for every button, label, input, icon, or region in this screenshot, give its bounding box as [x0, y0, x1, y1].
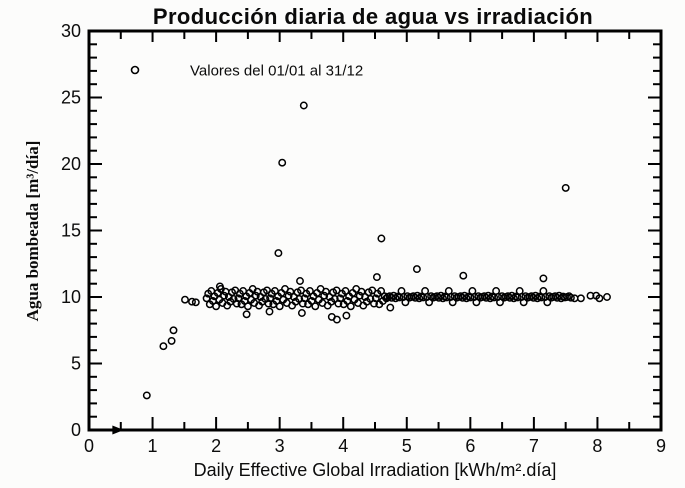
y-tick-label: 10 — [61, 287, 81, 307]
data-point — [191, 298, 200, 307]
data-point — [603, 293, 611, 301]
y-tick-label: 30 — [61, 21, 81, 41]
data-point — [566, 293, 575, 302]
x-tick-label: 5 — [402, 436, 412, 456]
data-point — [167, 336, 176, 345]
data-point — [438, 294, 447, 303]
data-point — [539, 274, 548, 283]
data-point — [251, 291, 260, 300]
data-point — [323, 301, 332, 310]
data-point — [296, 277, 304, 285]
data-point — [142, 391, 151, 400]
data-point — [321, 287, 330, 296]
data-point — [234, 294, 243, 303]
data-point — [265, 307, 274, 316]
data-point — [300, 294, 309, 303]
data-point — [332, 286, 341, 295]
data-point — [412, 265, 421, 274]
data-point — [243, 302, 252, 311]
data-point — [459, 271, 468, 280]
legend-open-circle-icon — [130, 65, 140, 75]
x-tick-label: 3 — [275, 436, 285, 456]
data-point — [595, 294, 604, 303]
x-axis-label: Daily Effective Global Irradiation [kWh/… — [194, 460, 557, 480]
data-point — [305, 287, 314, 295]
data-points — [142, 101, 611, 400]
x-tick-label: 1 — [148, 436, 158, 456]
x-tick-label: 8 — [592, 436, 602, 456]
x-tick-label: 7 — [529, 436, 539, 456]
chart-title: Producción diaria de agua vs irradiación — [153, 4, 593, 29]
data-point — [561, 183, 570, 192]
data-point — [307, 297, 316, 305]
data-point — [336, 294, 345, 303]
data-point — [274, 249, 283, 258]
data-point — [278, 158, 287, 167]
data-point — [386, 303, 395, 312]
data-point — [371, 294, 380, 303]
data-point — [462, 294, 471, 303]
data-point — [181, 295, 189, 304]
x-tick-label: 2 — [211, 436, 221, 456]
data-point — [297, 309, 306, 317]
data-point — [355, 291, 364, 300]
y-tick-label: 0 — [71, 420, 81, 440]
y-tick-label: 25 — [61, 88, 81, 108]
data-point — [576, 294, 585, 303]
x-tick-label: 6 — [465, 436, 475, 456]
data-point — [299, 101, 308, 110]
data-point — [284, 291, 293, 300]
data-point — [220, 291, 229, 300]
y-axis-label: Agua bombeada [m³/día] — [23, 141, 42, 322]
data-point — [343, 297, 352, 305]
data-point — [297, 286, 305, 295]
x-tick-label: 4 — [338, 436, 348, 456]
x-tick-label: 0 — [84, 436, 94, 456]
axis-tick-labels: 0 1 2 3 4 5 6 7 8 9 0 5 10 15 20 25 30 — [61, 21, 666, 456]
y-tick-label: 15 — [61, 221, 81, 241]
axis-ticks — [88, 30, 662, 431]
data-point — [320, 291, 329, 300]
plot-frame — [87, 29, 663, 432]
data-point — [346, 302, 355, 311]
data-point — [342, 311, 351, 320]
data-point — [377, 287, 386, 295]
data-point — [311, 302, 320, 311]
legend: Valores del 01/01 al 31/12 — [130, 63, 363, 80]
data-point — [509, 294, 518, 303]
axis-arrow-marker — [112, 425, 124, 435]
data-point — [415, 294, 424, 303]
data-point — [202, 294, 211, 303]
data-point — [372, 273, 381, 282]
legend-label: Valores del 01/01 al 31/12 — [190, 63, 363, 80]
data-point — [242, 310, 251, 319]
data-point — [159, 342, 168, 351]
data-point — [533, 294, 542, 303]
data-point — [341, 287, 350, 295]
y-tick-label: 20 — [61, 154, 81, 174]
data-point — [169, 326, 178, 335]
data-point — [288, 301, 297, 310]
data-point — [266, 294, 275, 303]
data-point — [212, 302, 221, 311]
data-point — [215, 282, 224, 291]
x-tick-label: 9 — [656, 436, 666, 456]
data-point — [332, 315, 341, 324]
y-tick-label: 5 — [71, 354, 81, 374]
data-point — [275, 302, 284, 311]
data-point — [486, 294, 495, 303]
data-point — [391, 294, 400, 303]
data-point — [377, 234, 386, 243]
data-point — [188, 297, 196, 306]
data-point — [359, 301, 368, 310]
data-point — [286, 287, 295, 296]
